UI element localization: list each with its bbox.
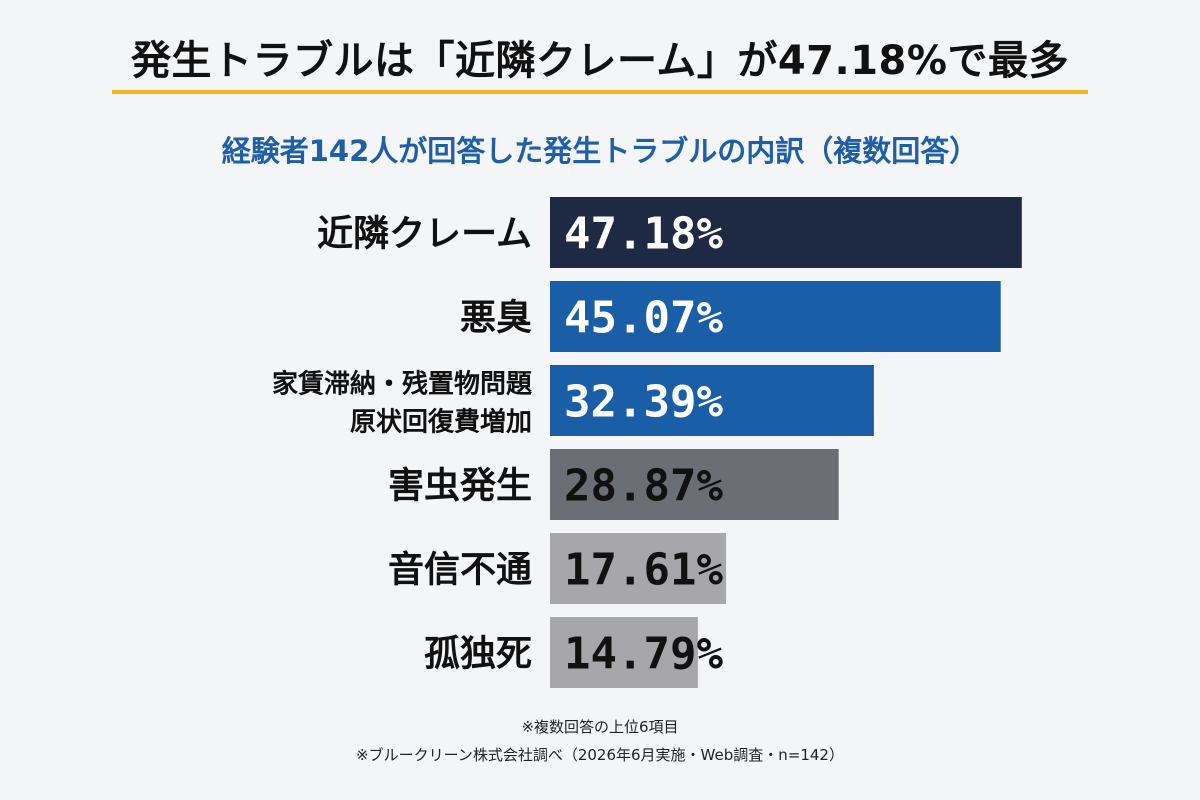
bar-3 xyxy=(550,365,874,436)
bar-6 xyxy=(550,617,698,688)
title-underline xyxy=(112,90,1088,94)
bar-value-label-3: 32.39% xyxy=(564,377,723,428)
category-label-6: 孤独死 xyxy=(424,634,532,675)
bar-value-label-1: 47.18% xyxy=(564,209,723,260)
category-label-5: 音信不通 xyxy=(388,550,532,591)
category-label-3-line-2: 原状回復費増加 xyxy=(350,407,532,438)
bar-4 xyxy=(550,449,839,520)
category-label-3-line-1: 家賃滞納・残置物問題 xyxy=(272,369,533,400)
footnote-source: ※ブルークリーン株式会社調べ（2026年6月実施・Web調査・n=142） xyxy=(356,746,844,764)
footnote-top-items: ※複数回答の上位6項目 xyxy=(521,718,679,736)
bar-value-label-2: 45.07% xyxy=(564,293,723,344)
bar-1 xyxy=(550,197,1022,268)
bar-value-label-6: 14.79% xyxy=(564,629,723,680)
category-label-4: 害虫発生 xyxy=(388,466,532,507)
chart-subtitle: 経験者142人が回答した発生トラブルの内訳（複数回答） xyxy=(221,134,979,168)
bar-value-label-4: 28.87% xyxy=(564,461,723,512)
bar-2 xyxy=(550,281,1001,352)
bar-value-label-5: 17.61% xyxy=(564,545,723,596)
category-label-2: 悪臭 xyxy=(460,298,532,339)
chart-title: 発生トラブルは「近隣クレーム」が47.18%で最多 xyxy=(131,38,1069,84)
category-label-1: 近隣クレーム xyxy=(317,214,532,255)
bar-5 xyxy=(550,533,727,604)
